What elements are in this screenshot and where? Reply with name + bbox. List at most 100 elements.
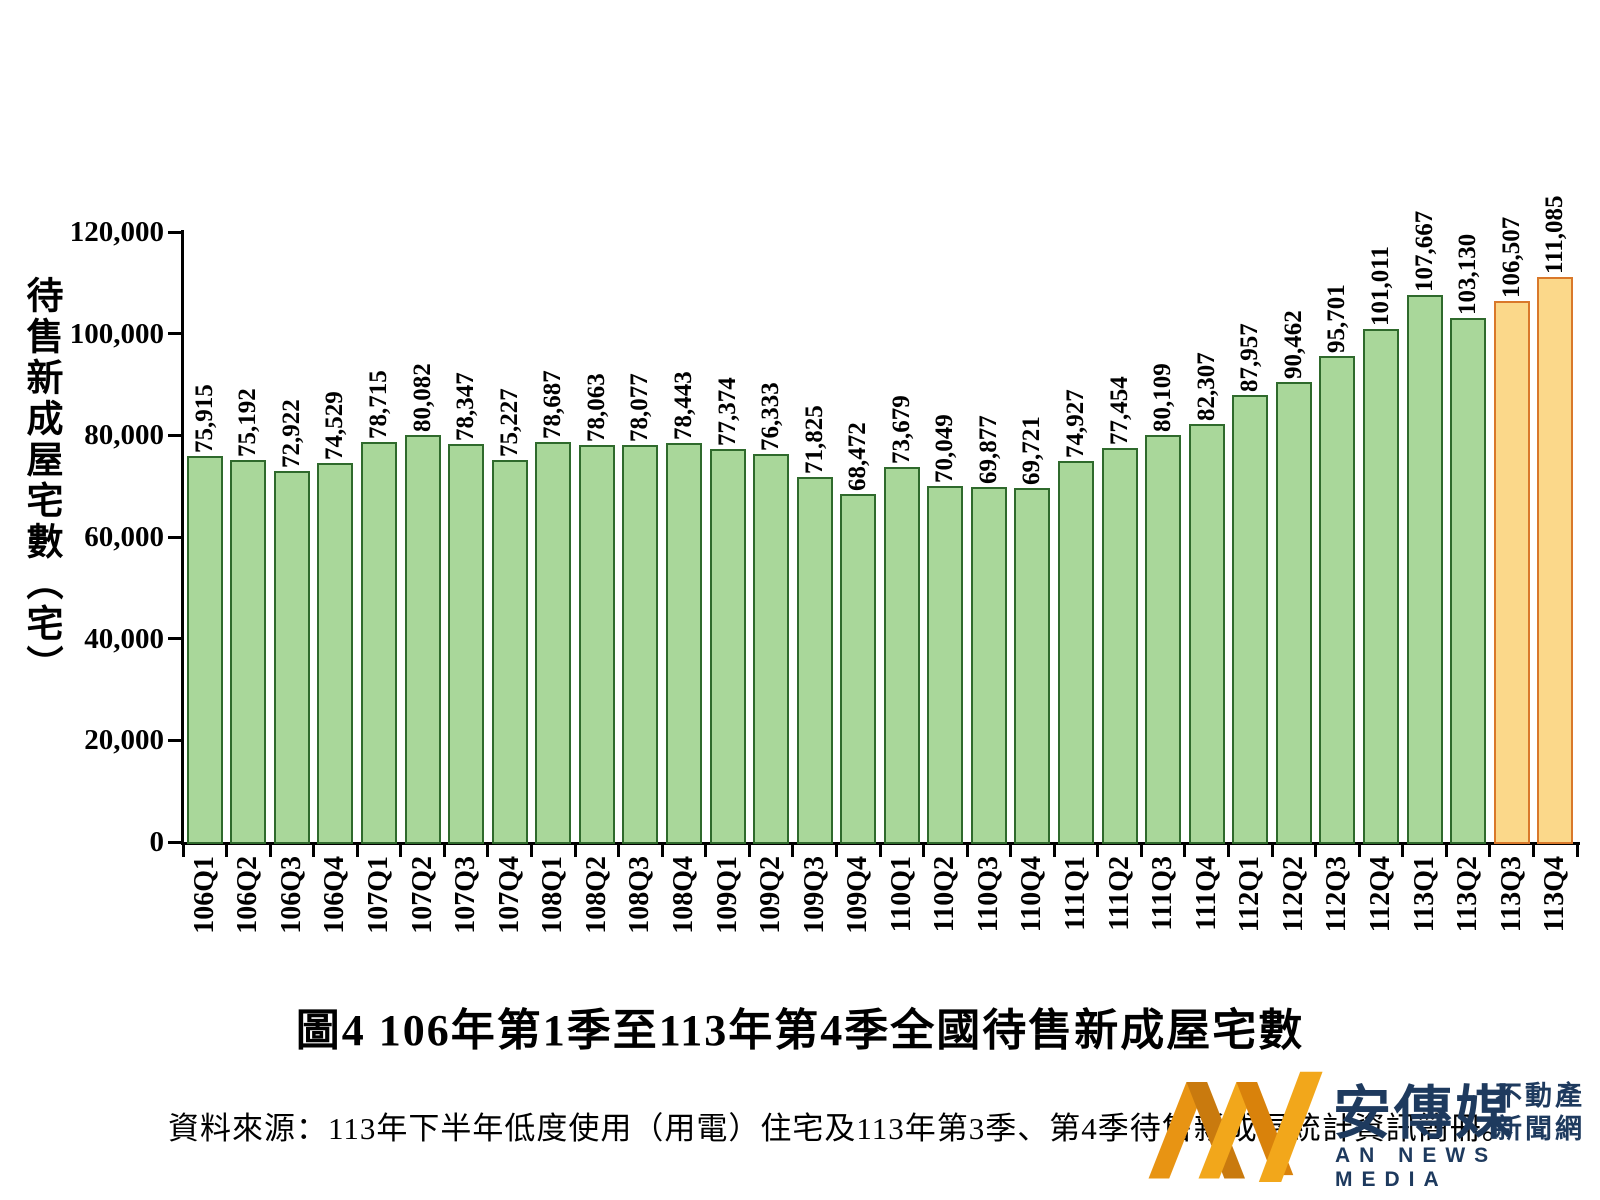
bar-value-label: 87,957 [1236,323,1264,392]
x-axis-label: 107Q3 [450,856,482,934]
bar-113Q3 [1493,300,1530,844]
bar-112Q1 [1232,394,1269,844]
x-tick [486,843,490,857]
logo-zigzag-icon [1148,1071,1323,1182]
x-axis-label: 110Q2 [929,856,961,933]
bar-108Q4 [665,443,702,844]
y-tick [168,230,183,234]
bar-value-label: 72,922 [277,399,305,469]
logo-name-en: AN NEWS MEDIA [1335,1144,1498,1191]
x-tick [965,843,969,857]
x-tick [878,843,882,857]
x-tick [1227,843,1230,857]
y-tick-label: 80,000 [84,419,164,452]
bar-112Q4 [1362,328,1399,844]
bar-110Q2 [927,485,964,844]
bar-112Q2 [1275,382,1312,844]
logo-name-zh: 安傳媒 [1333,1081,1517,1146]
y-tick-label: 0 [149,826,165,858]
x-tick [1096,843,1100,857]
bar-110Q3 [970,486,1007,844]
x-axis-label: 113Q2 [1452,856,1484,933]
x-axis-label: 112Q3 [1321,856,1353,933]
x-axis-label: 110Q3 [972,856,1004,933]
x-tick [617,843,621,857]
x-tick [1444,843,1448,857]
x-axis-label: 108Q1 [537,856,569,934]
bar-value-label: 70,049 [931,414,959,483]
bar-value-label: 78,347 [452,371,480,441]
x-axis-label: 113Q1 [1408,856,1440,933]
bar-value-label: 77,374 [713,376,741,446]
x-axis-label: 108Q4 [667,856,699,934]
x-axis-label: 106Q3 [275,856,307,934]
x-axis-label: 107Q4 [493,856,525,934]
x-tick [1401,843,1405,857]
bar-111Q1 [1058,461,1095,844]
an-news-media-logo: 安傳媒 不動產 新聞網 AN NEWS MEDIA [1145,1040,1600,1191]
bar-109Q1 [709,448,746,844]
x-tick [399,843,403,857]
y-axis-title: 待售新成屋宅數（宅） [20,276,61,686]
bar-108Q1 [535,442,572,844]
logo-tagline: 不動產 新聞網 [1495,1080,1585,1146]
bar-value-label: 78,443 [669,371,697,441]
bar-value-label: 103,130 [1454,233,1482,315]
bar-value-label: 78,077 [626,373,654,443]
x-tick [922,843,926,857]
y-tick [168,332,183,336]
bar-value-label: 75,192 [234,388,262,457]
y-tick-label: 120,000 [69,216,164,248]
bar-113Q4 [1537,277,1574,844]
x-tick [834,843,838,857]
bar-106Q4 [317,463,354,844]
bar-value-label: 68,472 [844,422,872,491]
bar-109Q3 [796,476,833,844]
bar-value-label: 75,227 [495,387,523,457]
x-tick [530,843,533,857]
bar-value-label: 78,063 [582,373,610,443]
x-axis-label: 108Q2 [580,856,612,934]
x-axis-label: 110Q1 [885,856,917,933]
y-tick-label: 20,000 [84,724,164,757]
bar-113Q1 [1406,294,1443,844]
x-tick [268,843,272,857]
bar-value-label: 71,825 [800,405,828,474]
bar-110Q1 [883,467,920,844]
logo-tagline-line2: 新聞網 [1495,1114,1585,1144]
bar-value-label: 80,109 [1149,363,1177,432]
bar-value-label: 69,877 [974,415,1002,484]
x-tick [225,843,229,857]
x-axis-label: 112Q2 [1277,856,1309,933]
x-tick [660,843,664,857]
y-tick [168,433,183,437]
x-tick [1575,843,1579,857]
bar-106Q3 [273,471,310,844]
bar-value-label: 78,687 [539,370,567,439]
bar-value-label: 74,927 [1062,389,1090,459]
bar-value-label: 75,915 [190,384,218,454]
x-axis-label: 110Q4 [1016,856,1048,933]
x-axis-label: 106Q1 [188,856,220,934]
bar-value-label: 69,721 [1018,415,1046,485]
bar-value-label: 90,462 [1279,310,1307,380]
x-axis-label: 109Q1 [711,856,743,934]
bar-value-label: 111,085 [1541,195,1569,275]
x-axis-label: 112Q1 [1234,856,1266,933]
bar-value-label: 76,333 [757,382,785,451]
x-axis-label: 109Q4 [842,856,874,934]
x-tick [747,843,751,857]
bar-value-label: 107,667 [1410,210,1438,292]
bar-110Q4 [1014,487,1051,844]
y-tick-label: 100,000 [69,317,164,350]
x-tick [791,843,795,857]
y-tick [168,840,183,844]
bar-value-label: 106,507 [1497,216,1525,298]
y-tick-label: 40,000 [84,622,164,655]
bar-112Q3 [1319,355,1356,844]
bar-108Q2 [578,445,615,844]
x-tick [573,843,577,857]
y-tick [168,637,183,641]
chart-title: 圖4 106年第1季至113年第4季全國待售新成屋宅數 [295,1006,1305,1055]
